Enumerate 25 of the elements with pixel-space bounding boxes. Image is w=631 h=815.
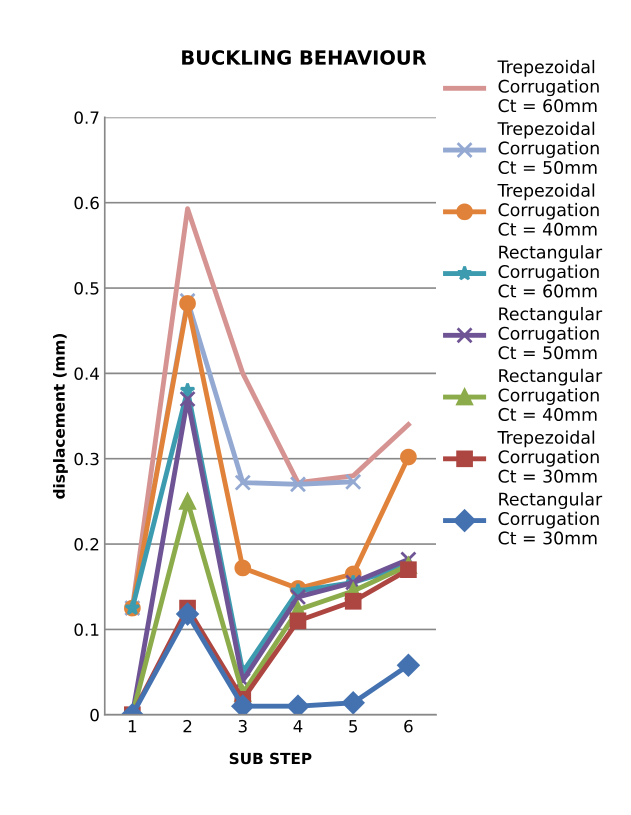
y-tick-label: 0.5 — [74, 282, 98, 295]
legend-label: Trepezoidal Corrugation Ct = 50mm — [498, 122, 599, 174]
y-tick-label: 0.7 — [74, 111, 98, 124]
x-tick-label: 2 — [183, 720, 192, 732]
y-tick-label: 0.2 — [74, 538, 98, 551]
legend-label: Trepezoidal Corrugation Ct = 40mm — [498, 183, 599, 236]
y-tick-label: 0.3 — [74, 452, 99, 466]
legend-label: Rectangular Corrugation Ct = 40mm — [498, 368, 602, 422]
legend-label: Rectangular Corrugation Ct = 30mm — [498, 492, 602, 545]
x-axis-title: SUB STEP — [230, 752, 312, 764]
x-tick-label: 5 — [349, 720, 358, 733]
x-tick-label: 1 — [128, 720, 136, 732]
y-axis-title: displacement (mm) — [53, 334, 68, 499]
y-tick-label: 0.4 — [74, 367, 99, 380]
legend-label: Rectangular Corrugation Ct = 50mm — [498, 306, 602, 360]
y-tick-label: 0 — [90, 708, 99, 722]
legend-label: Rectangular Corrugation Ct = 60mm — [498, 245, 602, 298]
chart-title: BUCKLING BEHAVIOUR — [182, 50, 426, 65]
y-tick-label: 0.1 — [74, 623, 98, 636]
legend-label: Trepezoidal Corrugation Ct = 30mm — [498, 430, 599, 483]
y-tick-label: 0.6 — [74, 196, 99, 210]
legend-label: Trepezoidal Corrugation Ct = 60mm — [498, 60, 599, 112]
x-tick-label: 3 — [238, 720, 247, 733]
x-tick-label: 4 — [294, 720, 302, 732]
x-tick-label: 6 — [404, 720, 413, 733]
